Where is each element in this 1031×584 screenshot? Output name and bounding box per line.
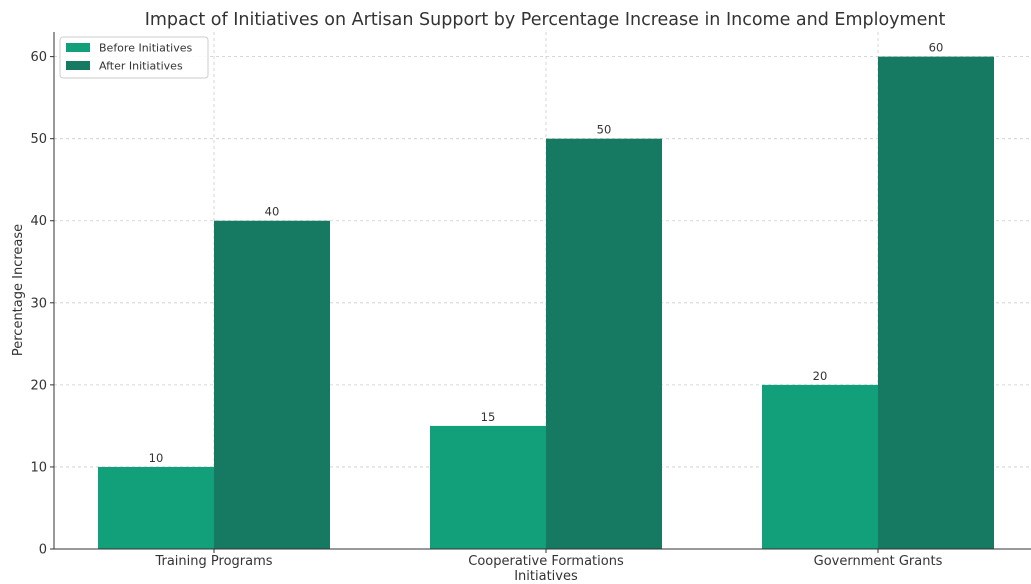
- bar-after-1: [546, 138, 662, 549]
- bar-before-0: [98, 466, 214, 549]
- bar-after-2: [878, 56, 994, 549]
- data-label: 15: [481, 410, 496, 424]
- y-ticks: 0 10 20 30 40 50 60: [30, 50, 54, 558]
- bar-after-0: [214, 220, 330, 549]
- x-tick-label: Government Grants: [814, 554, 943, 569]
- x-ticks: Training Programs Cooperative Formations G…: [154, 549, 943, 569]
- bars: [98, 56, 994, 549]
- y-tick-label: 20: [30, 378, 47, 393]
- data-label: 10: [149, 451, 164, 465]
- y-tick-label: 30: [30, 296, 47, 311]
- y-tick-label: 40: [30, 214, 47, 229]
- y-tick-label: 50: [30, 132, 47, 147]
- legend-label-1: After Initiatives: [99, 60, 183, 73]
- x-tick-label: Cooperative Formations: [468, 554, 624, 569]
- data-label: 40: [265, 205, 280, 219]
- data-labels: 10 40 15 50 20 60: [149, 41, 944, 465]
- data-label: 60: [929, 41, 944, 55]
- legend-label-0: Before Initiatives: [99, 42, 192, 55]
- bar-before-2: [762, 384, 878, 549]
- legend-box: [59, 36, 209, 79]
- axes: [53, 32, 1031, 550]
- y-tick-label: 10: [30, 460, 47, 475]
- x-tick-label: Training Programs: [154, 554, 272, 569]
- data-label: 50: [597, 123, 612, 137]
- bar-before-1: [430, 425, 546, 549]
- legend: Before Initiatives After Initiatives: [59, 36, 209, 79]
- y-axis-label: Percentage Increase: [11, 224, 26, 356]
- legend-swatch-0: [66, 43, 90, 52]
- chart-title: Impact of Initiatives on Artisan Support…: [145, 10, 946, 30]
- legend-swatch-1: [66, 61, 90, 70]
- data-label: 20: [813, 369, 828, 383]
- y-tick-label: 60: [30, 50, 47, 65]
- x-axis-label: Initiatives: [514, 569, 578, 584]
- y-tick-label: 0: [39, 543, 47, 558]
